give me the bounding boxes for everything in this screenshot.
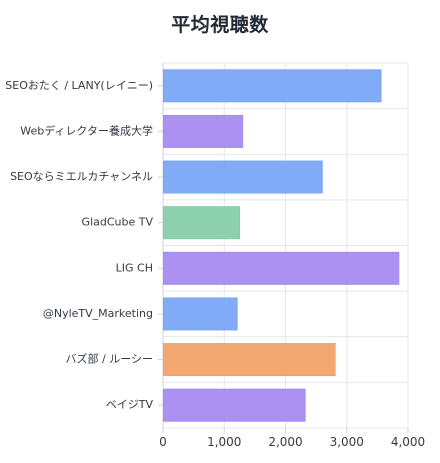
x-tick-label-3: 3,000 <box>330 435 364 449</box>
x-tick-label-2: 2,000 <box>268 435 302 449</box>
category-label-4: LIG CH <box>116 261 153 274</box>
bar-4 <box>163 251 400 285</box>
category-label-5: @NyleTV_Marketing <box>43 307 153 320</box>
x-tick-label-1: 1,000 <box>207 435 241 449</box>
bar-6 <box>163 343 336 377</box>
category-label-2: SEOならミエルカチャンネル <box>10 170 153 183</box>
bar-1 <box>163 114 244 148</box>
x-tick-label-4: 4,000 <box>391 435 425 449</box>
bar-7 <box>163 388 306 422</box>
bar-5 <box>163 297 238 331</box>
category-label-1: Webディレクター養成大学 <box>20 123 153 137</box>
bar-3 <box>163 206 241 240</box>
category-label-0: SEOおたく / LANY(レイニー) <box>5 79 153 92</box>
bar-0 <box>163 69 382 103</box>
category-label-3: GladCube TV <box>82 216 154 229</box>
category-label-6: バズ部 / ルーシー <box>66 352 153 366</box>
category-label-7: ベイジTV <box>106 398 154 411</box>
x-tick-label-0: 0 <box>159 435 167 449</box>
bar-2 <box>163 160 323 194</box>
chart-title: 平均視聴数 <box>171 14 269 36</box>
